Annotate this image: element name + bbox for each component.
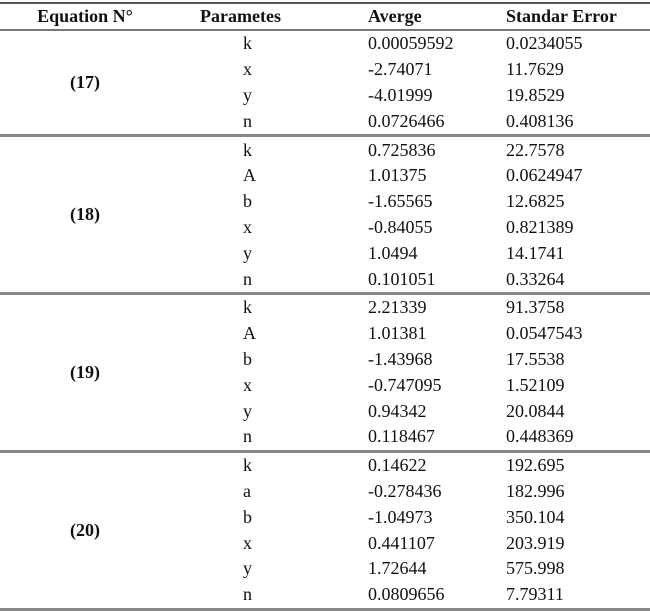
stderr-cell: 0.448369 — [506, 423, 650, 453]
table-row: n 0.0726466 0.408136 — [0, 108, 650, 138]
average-cell: -0.84055 — [368, 216, 433, 237]
table-row: (20) k 0.14622 192.695 — [0, 451, 650, 611]
parameter-cell: b — [243, 348, 252, 369]
parameter-cell: b — [243, 506, 252, 527]
header-row: Equation N° Parametes Averge Standar Err… — [0, 4, 650, 31]
parameter-cell: k — [243, 139, 252, 160]
equation-number: (18) — [0, 135, 170, 295]
table-row: A 1.01375 0.0624947 — [0, 163, 650, 189]
parameter-cell: k — [243, 455, 252, 476]
average-cell: 2.21339 — [368, 297, 427, 318]
table-row: (17) k 0.00059592 0.0234055 — [0, 30, 650, 138]
stderr-cell: 0.0624947 — [506, 165, 583, 186]
stderr-cell: 182.996 — [506, 480, 565, 501]
stderr-cell: 0.0547543 — [506, 323, 583, 344]
average-cell: 1.01375 — [368, 165, 427, 186]
table-row: a -0.278436 182.996 — [0, 479, 650, 505]
stderr-cell: 1.52109 — [506, 374, 565, 395]
equation-number: (17) — [0, 30, 170, 138]
stderr-cell: 0.0234055 — [506, 33, 583, 54]
table-row: A 1.01381 0.0547543 — [0, 321, 650, 347]
stderr-cell: 0.821389 — [506, 216, 574, 237]
average-cell: 0.0726466 — [368, 108, 506, 138]
average-cell: -1.04973 — [368, 506, 433, 527]
table-row: b -1.04973 350.104 — [0, 504, 650, 530]
parameter-cell: A — [243, 323, 256, 344]
parameter-cell: a — [243, 480, 251, 501]
table-row: y 1.72644 575.998 — [0, 556, 650, 582]
average-cell: 0.0809656 — [368, 581, 506, 611]
table-row: n 0.118467 0.448369 — [0, 423, 650, 453]
parameter-cell: y — [243, 558, 252, 579]
average-cell: 0.94342 — [368, 400, 427, 421]
table-row: b -1.43968 17.5538 — [0, 347, 650, 373]
parameter-cell: n — [170, 108, 368, 138]
header-parameters: Parametes — [170, 4, 368, 31]
stderr-cell: 192.695 — [506, 455, 565, 476]
parameter-cell: n — [170, 266, 368, 295]
header-equation: Equation N° — [0, 4, 170, 31]
stderr-cell: 91.3758 — [506, 297, 565, 318]
stderr-cell: 575.998 — [506, 558, 565, 579]
stderr-cell: 14.1741 — [506, 242, 565, 263]
average-cell: 0.14622 — [368, 455, 427, 476]
table-row: x -0.84055 0.821389 — [0, 215, 650, 241]
parameter-cell: x — [243, 374, 252, 395]
stderr-cell: 17.5538 — [506, 348, 565, 369]
average-cell: 0.441107 — [368, 532, 435, 553]
header-stderr: Standar Error — [506, 4, 650, 31]
parameter-cell: A — [243, 165, 256, 186]
stderr-cell: 0.33264 — [506, 266, 650, 295]
parameter-cell: n — [170, 581, 368, 611]
average-cell: -2.74071 — [368, 59, 433, 80]
stderr-cell: 22.7578 — [506, 139, 565, 160]
header-average: Averge — [368, 4, 506, 31]
table-row: (18) k 0.725836 22.7578 — [0, 135, 650, 295]
stderr-cell: 350.104 — [506, 506, 565, 527]
table-row: x -0.747095 1.52109 — [0, 372, 650, 398]
table-row: (19) k 2.21339 91.3758 — [0, 293, 650, 453]
stderr-cell: 0.408136 — [506, 108, 650, 138]
stderr-cell: 11.7629 — [506, 59, 564, 80]
table-row: x 0.441107 203.919 — [0, 530, 650, 556]
table-row: y 0.94342 20.0844 — [0, 398, 650, 424]
table-row: x -2.74071 11.7629 — [0, 57, 650, 83]
parameter-cell: y — [243, 400, 252, 421]
parameter-cell: b — [243, 191, 252, 212]
average-cell: 0.00059592 — [368, 33, 454, 54]
parameter-cell: k — [243, 33, 252, 54]
stderr-cell: 12.6825 — [506, 191, 565, 212]
stderr-cell: 19.8529 — [506, 84, 565, 105]
equation-number: (20) — [0, 451, 170, 611]
table-row: b -1.65565 12.6825 — [0, 189, 650, 215]
parameter-cell: x — [243, 216, 252, 237]
stderr-cell: 7.79311 — [506, 581, 650, 611]
average-cell: 0.725836 — [368, 139, 436, 160]
parameter-cell: y — [243, 242, 252, 263]
average-cell: 0.101051 — [368, 266, 506, 295]
average-cell: 1.01381 — [368, 323, 427, 344]
table-row: y 1.0494 14.1741 — [0, 240, 650, 266]
parameter-cell: n — [170, 423, 368, 453]
stderr-cell: 20.0844 — [506, 400, 565, 421]
table-row: n 0.101051 0.33264 — [0, 266, 650, 295]
average-cell: -0.278436 — [368, 480, 442, 501]
parameter-cell: x — [243, 59, 252, 80]
parameter-cell: x — [243, 532, 252, 553]
average-cell: 0.118467 — [368, 423, 506, 453]
table-row: y -4.01999 19.8529 — [0, 83, 650, 109]
average-cell: -0.747095 — [368, 374, 442, 395]
stderr-cell: 203.919 — [506, 532, 565, 553]
equation-number: (19) — [0, 293, 170, 453]
average-cell: -1.65565 — [368, 191, 433, 212]
average-cell: 1.0494 — [368, 242, 418, 263]
top-rule — [0, 2, 650, 4]
average-cell: -1.43968 — [368, 348, 433, 369]
average-cell: 1.72644 — [368, 558, 427, 579]
parameter-cell: k — [243, 297, 252, 318]
parameter-cell: y — [243, 84, 252, 105]
average-cell: -4.01999 — [368, 84, 433, 105]
parameter-table: Equation N° Parametes Averge Standar Err… — [0, 4, 650, 611]
